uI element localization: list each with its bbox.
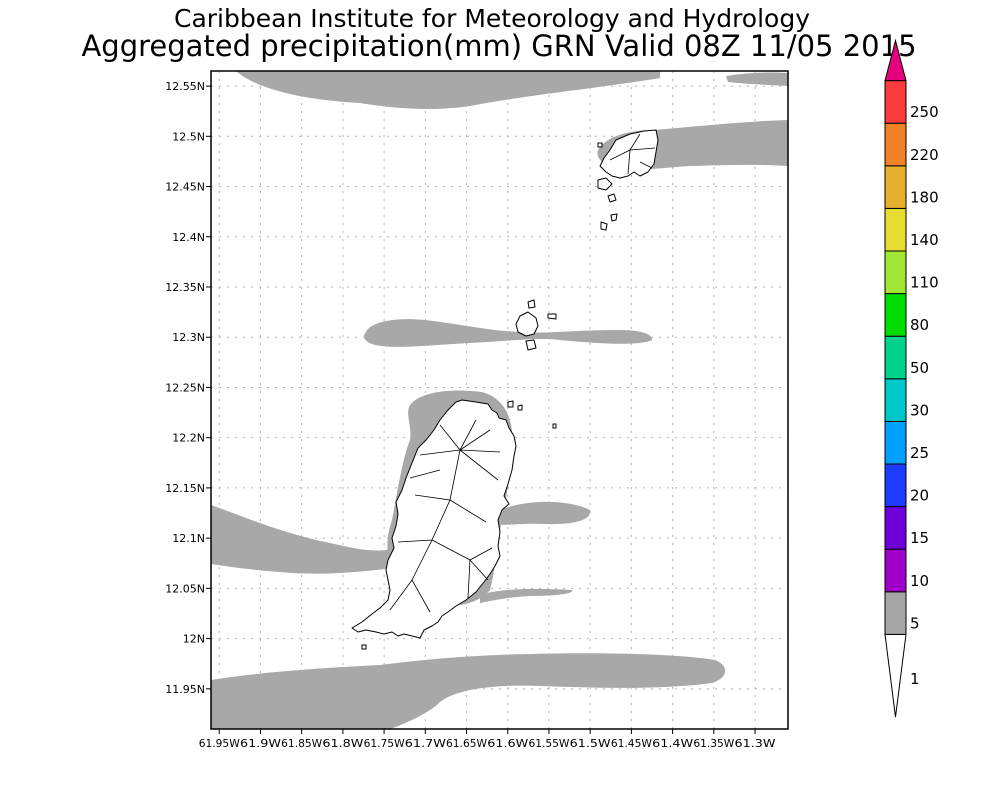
colorbar-label: 30: [910, 401, 929, 419]
lon-tick-label: 61.9W: [240, 737, 281, 750]
northeast-islet-c: [552, 423, 557, 429]
colorbar-label: 140: [910, 231, 939, 249]
carriacou-island: [599, 129, 659, 179]
lat-tick-label: 12.05N: [165, 582, 205, 595]
lat-tick-label: 12.55N: [165, 80, 205, 93]
carriacou-islet-d: [600, 221, 608, 231]
precip-area-grenada-south-tail: [480, 588, 573, 603]
lon-tick-label: 61.6W: [487, 737, 528, 750]
northeast-islet-b: [517, 404, 523, 411]
middle-island: [515, 311, 539, 337]
lon-tick-label: 61.65W: [446, 737, 487, 750]
lat-tick-label: 12.1N: [172, 532, 205, 545]
lon-tick-label: 61.3W: [735, 737, 776, 750]
colorbar-label: 110: [910, 274, 939, 292]
colorbar-swatch: [884, 548, 907, 593]
lat-tick-label: 12.35N: [165, 281, 205, 294]
carriacou-islet-c: [610, 213, 618, 222]
lat-tick-label: 12.3N: [172, 331, 205, 344]
lon-tick-label: 61.85W: [281, 737, 322, 750]
colorbar-label: 5: [910, 614, 920, 632]
lon-tick-label: 61.55W: [528, 737, 569, 750]
precip-area-south-band: [211, 653, 726, 729]
middle-islet-a: [527, 299, 536, 309]
northeast-islet-a: [507, 400, 514, 408]
lat-tick-label: 11.95N: [165, 683, 205, 696]
lon-tick-label: 61.5W: [570, 737, 611, 750]
colorbar-swatch: [884, 122, 907, 167]
colorbar-swatch: [884, 207, 907, 252]
colorbar-swatch: [884, 591, 907, 635]
middle-islet-c: [525, 339, 537, 351]
southwest-islet: [361, 644, 367, 650]
lon-tick-label: 61.4W: [652, 737, 693, 750]
colorbar-label: 250: [910, 103, 939, 121]
colorbar-swatch: [884, 80, 907, 124]
map-plot-area: 12.55N 12.5N 12.45N 12.4N 12.35N 12.3N 12.25N 1…: [165, 70, 789, 750]
figure-subtitle: Aggregated precipitation(mm) GRN Valid 0…: [81, 29, 916, 63]
lat-tick-label: 12.4N: [172, 231, 205, 244]
colorbar-top-triangle: [884, 38, 907, 82]
lon-tick-label: 61.8W: [322, 737, 363, 750]
lon-axis: 61.95W 61.9W 61.85W 61.8W 61.75W 61.7W 61.65W 6…: [199, 729, 776, 750]
lon-tick-label: 61.75W: [364, 737, 405, 750]
colorbar-swatch: [884, 463, 907, 508]
lon-tick-label: 61.7W: [405, 737, 446, 750]
figure-title: Caribbean Institute for Meteorology and …: [174, 4, 810, 33]
colorbar-swatch: [884, 420, 907, 465]
precip-area-north-band: [236, 71, 660, 110]
middle-islet-b: [547, 313, 557, 320]
colorbar-label: 15: [910, 529, 929, 547]
colorbar-bottom-triangle: [884, 633, 907, 718]
lon-tick-label: 61.35W: [693, 737, 734, 750]
plot-frame: [210, 70, 789, 730]
map-background: [211, 71, 788, 729]
carriacou-islet-e: [597, 142, 603, 148]
colorbar-swatch: [884, 378, 907, 422]
colorbar-swatch: [884, 293, 907, 337]
colorbar-swatch: [884, 165, 907, 209]
colorbar-swatch: [884, 335, 907, 380]
lat-tick-label: 12N: [183, 633, 205, 646]
lat-tick-label: 12.25N: [165, 381, 205, 394]
carriacou-divides: [609, 133, 656, 175]
grenada-island: [351, 399, 517, 639]
colorbar-label: 10: [910, 572, 929, 590]
precip-area-northeast-corner: [726, 72, 788, 86]
lat-tick-label: 12.2N: [172, 432, 205, 445]
lon-tick-label: 61.95W: [199, 737, 240, 750]
carriacou-islet-b: [607, 193, 617, 203]
colorbar-swatch: [884, 250, 907, 295]
colorbar-label: 20: [910, 487, 929, 505]
lat-axis: 12.55N 12.5N 12.45N 12.4N 12.35N 12.3N 12.25N 1…: [165, 80, 211, 696]
colorbar-label: 180: [910, 188, 939, 206]
colorbar-label: 1: [910, 670, 920, 688]
precip-area-grenada-west: [211, 505, 394, 574]
lat-tick-label: 12.5N: [172, 130, 205, 143]
colorbar-label: 80: [910, 316, 929, 334]
lat-tick-label: 12.15N: [165, 482, 205, 495]
precip-area-grenada-east: [500, 501, 591, 525]
colorbar-swatch: [884, 506, 907, 550]
coastlines: [351, 129, 659, 650]
carriacou-islet-a: [597, 177, 613, 191]
precip-area-middle-band: [364, 319, 653, 347]
parish-boundaries: [389, 133, 656, 613]
colorbar-label: 220: [910, 146, 939, 164]
colorbar-label: 50: [910, 359, 929, 377]
colorbar-label: 25: [910, 444, 929, 462]
grenada-divides: [389, 419, 501, 613]
lon-tick-label: 61.45W: [611, 737, 652, 750]
lat-tick-label: 12.45N: [165, 181, 205, 194]
